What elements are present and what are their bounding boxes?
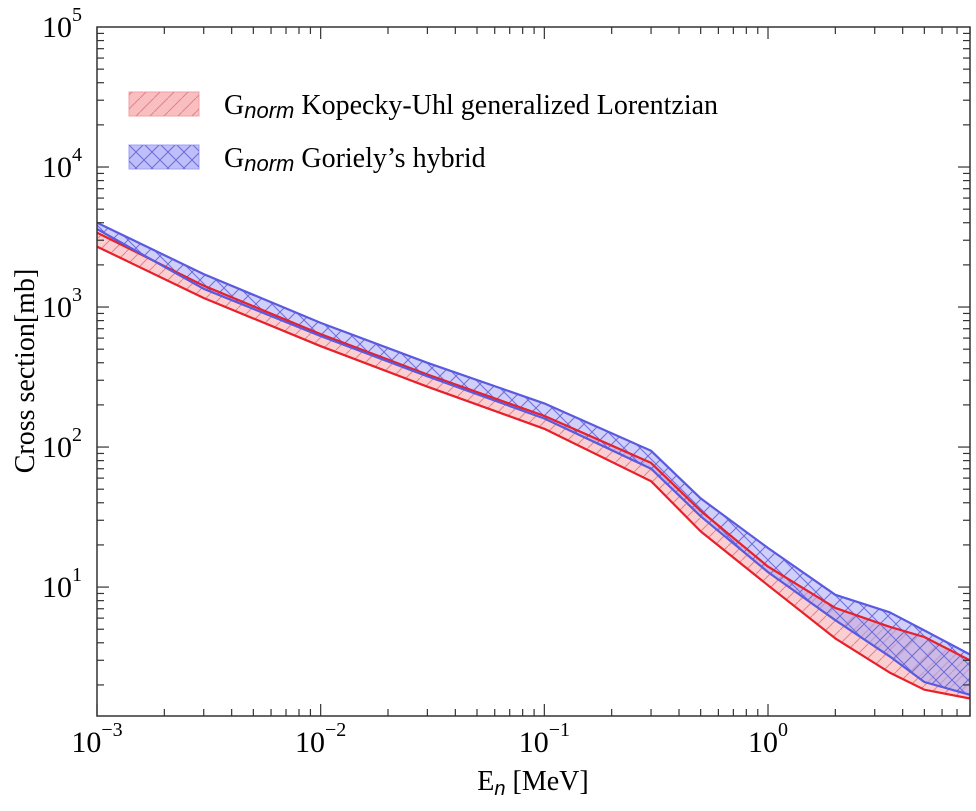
y-tick-label: 101 (42, 564, 82, 604)
y-axis-label: Cross section[mb] (10, 269, 41, 474)
x-tick-label: 10−3 (71, 719, 122, 759)
x-axis-label: En [MeV] (477, 766, 588, 800)
band-hatch (97, 222, 970, 695)
band-kopecky-uhl (97, 232, 970, 699)
y-tick-label: 103 (42, 284, 82, 324)
y-tick-label: 105 (42, 4, 82, 44)
legend: Gnorm Kopecky-Uhl generalized Lorentzian… (128, 90, 718, 176)
legend-item-goriely: Gnorm Goriely’s hybrid (128, 143, 486, 176)
y-tick-label: 104 (42, 144, 82, 184)
x-tick-label: 10−1 (519, 719, 570, 759)
legend-label-goriely: Gnorm Goriely’s hybrid (224, 143, 486, 176)
legend-label-kopecky-uhl: Gnorm Kopecky-Uhl generalized Lorentzian (224, 90, 718, 123)
band-goriely (97, 222, 970, 695)
line-goriely-lower (97, 228, 970, 696)
line-kopecky-uhl-upper (97, 231, 970, 662)
line-goriely-upper (97, 221, 970, 656)
x-tick-label: 10−2 (295, 719, 346, 759)
legend-item-kopecky-uhl: Gnorm Kopecky-Uhl generalized Lorentzian (128, 90, 718, 123)
band-hatch (97, 232, 970, 699)
plot-frame (96, 26, 971, 717)
x-tick-label: 100 (748, 719, 788, 759)
line-kopecky-uhl-lower (97, 245, 970, 700)
y-tick-label: 102 (42, 424, 82, 464)
